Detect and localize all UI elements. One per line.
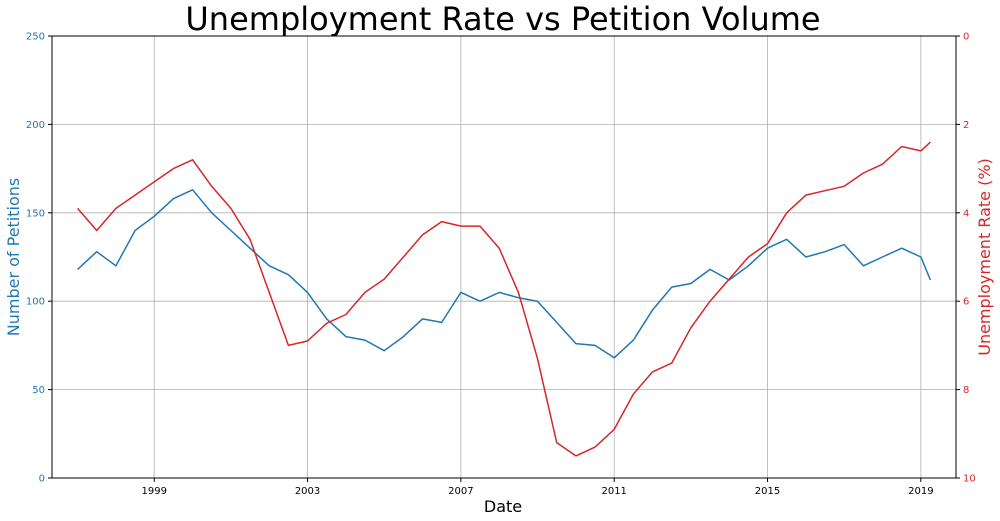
x-tick-label: 2015 xyxy=(755,486,780,497)
grid xyxy=(52,35,956,479)
x-tick-label: 2011 xyxy=(601,486,626,497)
x-tick-label: 1999 xyxy=(141,486,166,497)
y-right-axis-ticks: 0 2 4 6 8 10 xyxy=(956,32,976,485)
y-left-axis-ticks: 0 50 100 150 200 250 xyxy=(26,32,52,485)
unemployment-line xyxy=(77,141,931,457)
y-right-tick-label: 10 xyxy=(963,474,976,485)
y-left-tick-label: 250 xyxy=(26,32,45,43)
y-right-tick-label: 8 xyxy=(963,385,969,396)
y-left-tick-label: 0 xyxy=(39,474,45,485)
x-axis-label: Date xyxy=(484,497,522,516)
y-right-tick-label: 2 xyxy=(963,120,969,131)
y-left-tick-label: 150 xyxy=(26,208,45,219)
chart-title: Unemployment Rate vs Petition Volume xyxy=(185,0,820,38)
y-right-tick-label: 0 xyxy=(963,32,969,43)
plot-frame xyxy=(51,35,957,479)
x-tick-label: 2003 xyxy=(295,486,320,497)
y-right-tick-label: 4 xyxy=(963,208,969,219)
y-right-axis-label: Unemployment Rate (%) xyxy=(975,158,994,356)
y-left-tick-label: 200 xyxy=(26,120,45,131)
x-tick-label: 2019 xyxy=(908,486,933,497)
x-tick-label: 2007 xyxy=(448,486,473,497)
series-right xyxy=(77,141,931,457)
y-left-tick-label: 50 xyxy=(32,385,45,396)
series-left xyxy=(77,189,932,359)
y-right-tick-label: 6 xyxy=(963,297,969,308)
x-axis-ticks: 1999 2003 2007 2011 2015 2019 xyxy=(141,478,934,497)
petitions-line xyxy=(77,189,932,359)
y-left-tick-label: 100 xyxy=(26,297,45,308)
y-left-axis-label: Number of Petitions xyxy=(4,178,23,337)
